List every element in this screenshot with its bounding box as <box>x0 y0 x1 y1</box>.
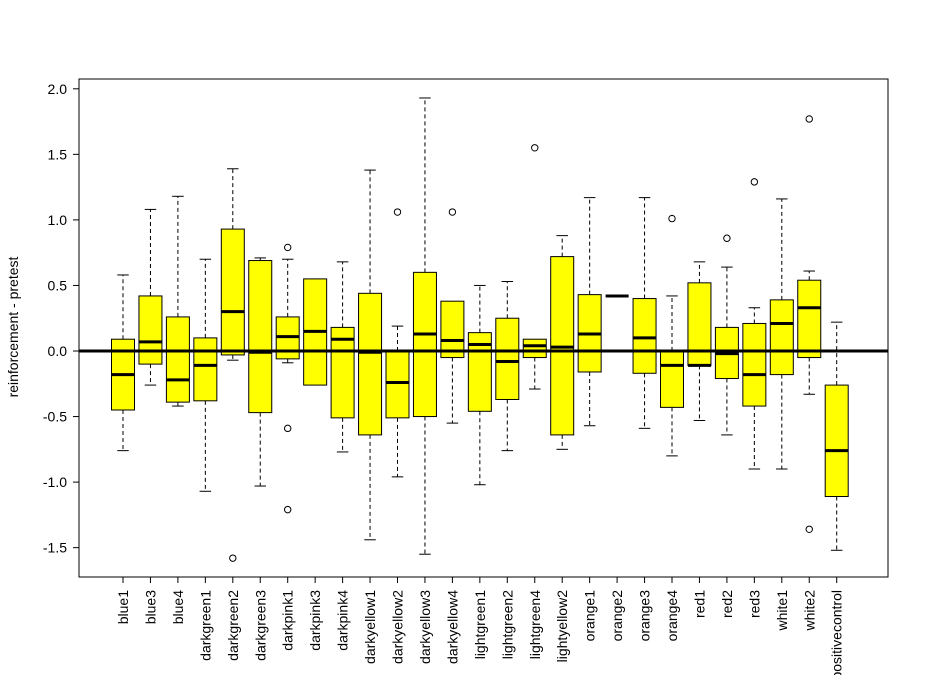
outlier-point <box>448 208 457 216</box>
x-tick-label: darkyellow4 <box>444 590 460 664</box>
plot-frame <box>78 78 889 578</box>
box-iqr <box>632 298 657 374</box>
box-iqr <box>193 337 218 402</box>
x-tick-label: blue3 <box>142 590 158 624</box>
outlier-point <box>531 144 539 152</box>
x-tick-label: darkpink1 <box>280 590 296 651</box>
x-tick-label: lightgreen2 <box>499 590 515 659</box>
box-iqr <box>138 295 163 365</box>
x-tick-label: red3 <box>746 590 762 618</box>
x-tick-label: darkgreen3 <box>252 590 268 661</box>
outlier-point <box>723 234 731 242</box>
box-iqr <box>220 228 245 356</box>
x-tick-label: orange1 <box>582 590 598 642</box>
box-iqr <box>385 350 410 419</box>
x-tick-label: white2 <box>801 590 817 632</box>
x-tick-label: white1 <box>774 590 790 632</box>
outlier-point <box>284 424 292 433</box>
box-iqr <box>412 271 437 418</box>
box-iqr <box>797 279 822 359</box>
y-tick-label: -1.0 <box>43 474 67 490</box>
box-iqr <box>330 326 355 419</box>
box-iqr <box>687 282 712 366</box>
box-iqr <box>769 299 794 376</box>
x-tick-label: darkpink3 <box>307 590 323 651</box>
outlier-point <box>284 243 292 252</box>
y-tick-label: 2.0 <box>48 81 68 97</box>
x-tick-label: blue4 <box>170 590 186 624</box>
outlier-point <box>805 525 813 533</box>
box-iqr <box>742 322 767 407</box>
outlier-point <box>284 505 292 514</box>
x-tick-label: lightgreen1 <box>472 590 488 659</box>
x-tick-label: darkgreen1 <box>197 590 213 661</box>
box-iqr <box>660 350 684 408</box>
x-tick-label: lightgreen4 <box>527 590 543 659</box>
y-tick-label: -0.5 <box>43 409 67 425</box>
y-tick-label: 0.0 <box>48 343 68 359</box>
box-iqr <box>165 316 190 403</box>
box-iqr <box>495 317 520 401</box>
outlier-point <box>805 115 813 123</box>
y-tick-label: 0.5 <box>48 277 68 293</box>
x-tick-label: darkyellow2 <box>390 590 406 664</box>
y-axis-label: reinforcement - pretest <box>5 256 21 397</box>
x-tick-label: orange3 <box>637 590 653 642</box>
y-tick-label: -1.5 <box>43 540 67 556</box>
x-tick-label: darkyellow3 <box>417 590 433 664</box>
x-tick-label: darkgreen2 <box>225 590 241 661</box>
box-iqr <box>522 338 547 359</box>
x-tick-label: red1 <box>691 590 707 618</box>
x-tick-label: positivecontrol <box>829 590 845 675</box>
outlier-point <box>668 214 676 223</box>
outlier-point <box>393 208 402 216</box>
x-tick-label: orange2 <box>609 590 625 642</box>
x-tick-label: darkyellow1 <box>362 590 378 664</box>
box-iqr <box>824 384 849 498</box>
outlier-point <box>229 554 237 562</box>
box-iqr <box>358 292 383 436</box>
outlier-point <box>750 178 759 186</box>
box-iqr <box>440 300 465 359</box>
y-tick-label: 1.0 <box>48 212 68 228</box>
box-iqr <box>248 260 273 414</box>
x-tick-label: orange4 <box>664 590 680 642</box>
x-tick-label: lightyellow2 <box>554 590 570 663</box>
x-tick-label: darkpink4 <box>335 590 351 651</box>
x-tick-label: blue1 <box>115 590 131 624</box>
y-tick-label: 1.5 <box>48 146 68 162</box>
x-tick-label: red2 <box>719 590 735 618</box>
